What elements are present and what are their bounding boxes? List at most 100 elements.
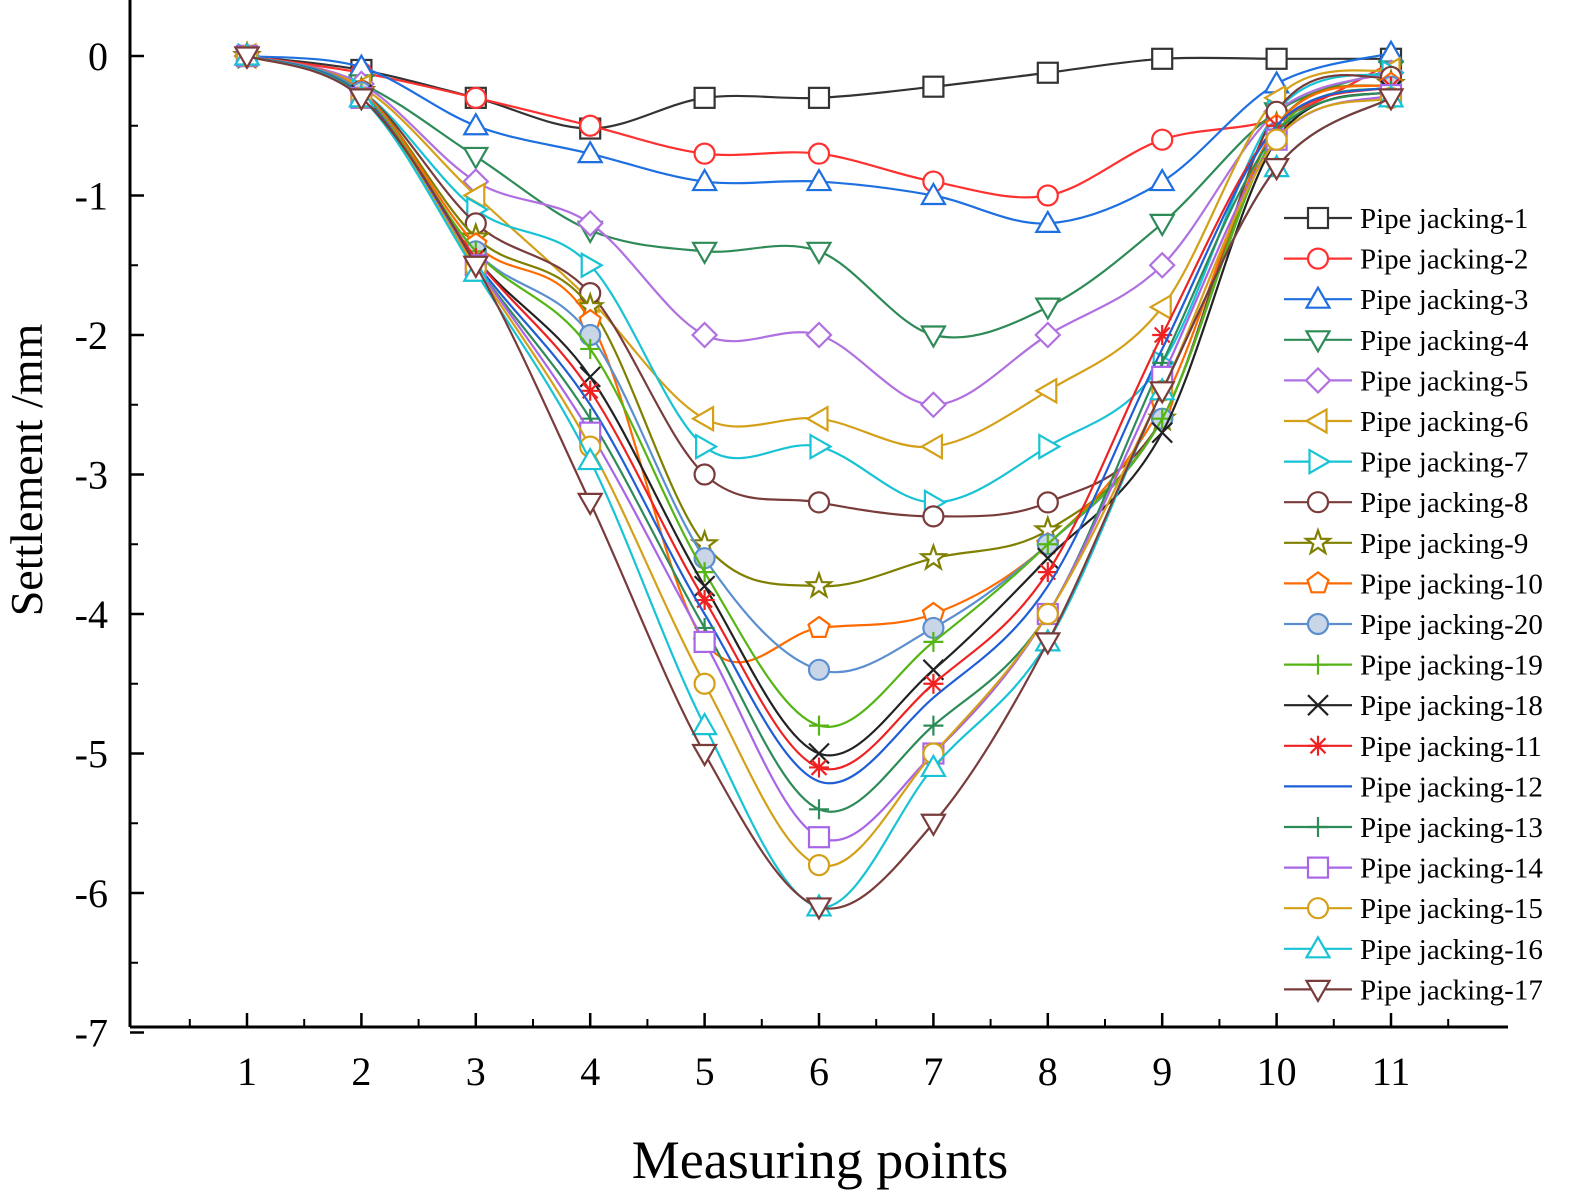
data-point [809,757,829,778]
legend-entry: Pipe jacking-1 [1284,203,1528,235]
y-tick-label: -1 [75,174,108,219]
data-point [1148,381,1176,405]
data-point [805,167,833,192]
legend-entry: Pipe jacking-17 [1284,974,1543,1006]
legend-entry: Pipe jacking-19 [1284,650,1543,682]
data-point [809,433,833,461]
x-tick-label: 6 [809,1049,829,1094]
x-axis-title: Measuring points [632,1130,1008,1190]
series-pipe-jacking-17 [233,46,1405,921]
data-point [1304,979,1332,1004]
x-tick-label: 5 [695,1049,715,1094]
legend-label: Pipe jacking-13 [1360,812,1543,844]
data-point [919,181,947,206]
data-point [807,86,831,109]
y-axis-title: Settlement /mm [1,323,52,616]
legend-label: Pipe jacking-8 [1360,487,1528,519]
data-point [1263,158,1291,182]
data-point [809,799,829,820]
data-point [1151,47,1174,70]
data-point [919,433,944,461]
series-pipe-jacking-10 [235,43,1403,664]
legend-label: Pipe jacking-9 [1360,528,1528,560]
data-point [462,112,490,136]
x-tick-label: 1 [237,1049,257,1094]
y-tick-label: -6 [75,871,108,916]
legend-label: Pipe jacking-2 [1360,244,1528,276]
legend-label: Pipe jacking-16 [1360,934,1543,966]
data-point [1306,247,1330,270]
x-tick-label: 8 [1038,1049,1058,1094]
data-point [576,139,604,164]
series-lines [231,39,1407,921]
data-point [1307,694,1329,716]
legend-label: Pipe jacking-10 [1360,568,1543,600]
data-point [694,433,719,461]
legend: Pipe jacking-1 Pipe jacking-2 Pipe jacking… [1284,203,1543,1006]
legend-entry: Pipe jacking-5 [1284,365,1528,397]
data-point [805,241,833,266]
legend-entry: Pipe jacking-20 [1284,609,1543,641]
x-tick-label: 11 [1372,1049,1411,1094]
legend-label: Pipe jacking-12 [1360,771,1543,803]
data-point [693,142,716,165]
legend-label: Pipe jacking-1 [1360,203,1528,235]
data-point [576,492,604,517]
data-point [919,391,947,419]
data-point [1036,61,1059,84]
data-point [919,325,947,349]
data-point [576,446,604,471]
data-point [691,167,719,192]
legend-entry: Pipe jacking-15 [1284,893,1543,925]
data-point [462,146,490,171]
data-point [1306,491,1330,514]
x-tick-label: 4 [580,1049,600,1094]
data-point [805,405,829,433]
legend-entry: Pipe jacking-4 [1284,325,1529,357]
legend-label: Pipe jacking-14 [1360,853,1543,885]
legend-entry: Pipe jacking-10 [1284,568,1543,600]
data-point [1308,817,1328,837]
legend-label: Pipe jacking-11 [1360,731,1542,763]
data-point [694,562,715,583]
data-point [690,405,715,433]
data-point [579,114,602,137]
data-point [919,753,947,778]
legend-entry: Pipe jacking-6 [1284,406,1528,438]
legend-label: Pipe jacking-7 [1360,447,1528,479]
x-tick-label: 7 [923,1049,943,1094]
data-point [1304,330,1332,354]
data-point [1037,562,1058,583]
data-point [1308,448,1332,476]
data-point [807,658,831,681]
data-point [922,75,945,98]
data-point [1151,421,1173,444]
data-point [1304,935,1332,959]
data-point [1038,433,1062,461]
data-point [1152,325,1173,345]
data-point [918,542,949,572]
x-tick-label: 9 [1152,1049,1172,1094]
data-point [805,321,833,349]
data-point [923,715,944,736]
legend-entry: Pipe jacking-3 [1284,284,1528,316]
data-point [691,711,719,736]
data-point [580,338,601,359]
legend-entry: Pipe jacking-9 [1284,526,1528,560]
series-line [246,54,1392,339]
data-point [1036,491,1059,514]
data-point [1151,128,1174,151]
y-tick-label: -2 [75,313,108,358]
data-point [807,491,831,514]
x-tick-label: 2 [351,1049,371,1094]
legend-entry: Pipe jacking-14 [1284,853,1543,885]
data-point [1036,602,1059,626]
data-point [1148,251,1176,279]
legend-label: Pipe jacking-3 [1360,284,1528,316]
data-point [693,630,716,654]
x-tick-label: 3 [466,1049,486,1094]
data-point [1306,612,1330,636]
data-point [1265,128,1288,151]
data-point [691,743,719,768]
data-point [233,46,261,70]
